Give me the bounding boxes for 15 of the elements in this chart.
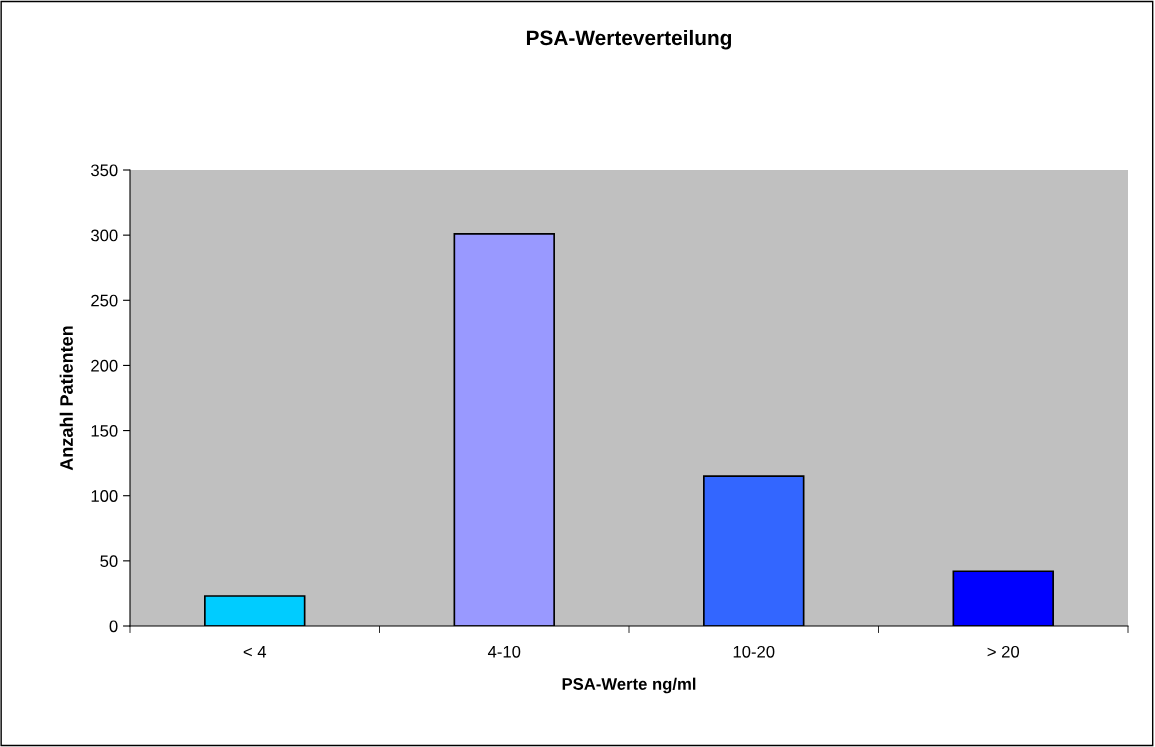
y-tick-label: 200 [91, 359, 118, 372]
y-axis-title: Anzahl Patienten [59, 326, 73, 471]
y-tick-label: 0 [109, 620, 118, 633]
chart-title: PSA-Werteverteilung [526, 29, 732, 50]
y-tick-label: 150 [91, 424, 118, 437]
x-tick-label: < 4 [243, 646, 267, 658]
y-tick-label: 50 [100, 555, 118, 568]
y-tick-label: 250 [91, 294, 118, 307]
x-tick-label: 10-20 [733, 645, 775, 658]
x-tick-label: 4-10 [487, 645, 521, 658]
x-axis-title: PSA-Werte ng/ml [562, 677, 696, 694]
x-tick-label: > 20 [987, 645, 1020, 658]
y-tick-label: 350 [91, 164, 118, 177]
y-tick-label: 300 [91, 229, 118, 242]
y-tick-label: 100 [91, 490, 118, 502]
